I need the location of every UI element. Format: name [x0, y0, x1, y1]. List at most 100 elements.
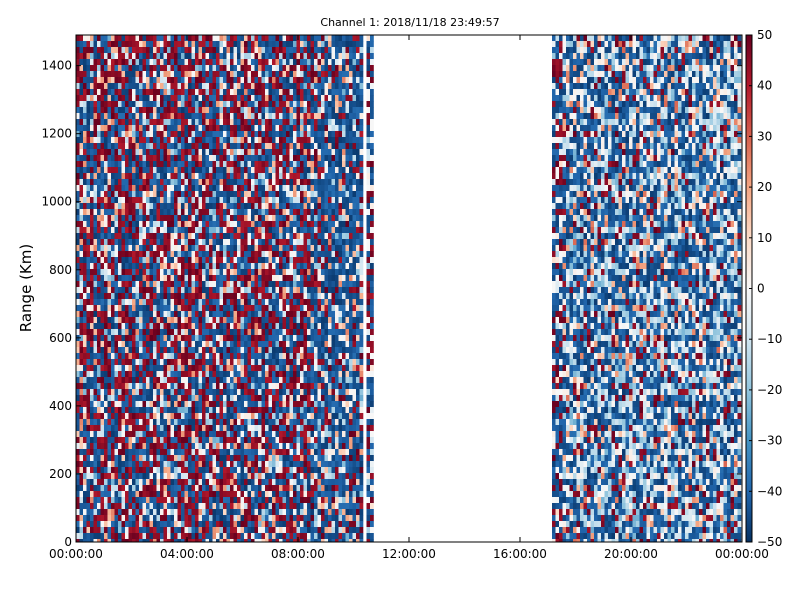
heatmap-cell — [142, 59, 147, 66]
heatmap-cell — [121, 161, 126, 168]
heatmap-cell — [118, 215, 122, 222]
heatmap-cell — [258, 521, 262, 528]
heatmap-cell — [100, 503, 105, 510]
heatmap-cell — [146, 533, 150, 540]
heatmap-cell — [104, 287, 108, 294]
heatmap-cell — [216, 341, 220, 348]
heatmap-cell — [107, 341, 112, 348]
heatmap-cell — [247, 437, 252, 444]
heatmap-cell — [156, 191, 161, 198]
heatmap-cell — [90, 287, 94, 294]
heatmap-cell — [163, 209, 168, 216]
heatmap-cell — [198, 269, 203, 276]
heatmap-cell — [114, 239, 119, 246]
heatmap-cell — [114, 353, 119, 360]
heatmap-cell — [251, 443, 255, 450]
heatmap-cell — [132, 431, 136, 438]
heatmap-cell — [132, 245, 136, 252]
heatmap-cell — [160, 467, 164, 474]
heatmap-cell — [83, 281, 87, 288]
heatmap-cell — [86, 317, 91, 324]
heatmap-cell — [233, 305, 238, 312]
heatmap-cell — [90, 527, 94, 534]
heatmap-cell — [240, 119, 245, 126]
heatmap-cell — [275, 59, 280, 66]
heatmap-cell — [237, 233, 241, 240]
heatmap-cell — [184, 383, 189, 390]
heatmap-cell — [128, 431, 133, 438]
heatmap-cell — [83, 473, 87, 480]
heatmap-cell — [240, 101, 245, 108]
heatmap-cell — [146, 77, 150, 84]
heatmap-cell — [121, 101, 126, 108]
heatmap-cell — [153, 131, 157, 138]
heatmap-cell — [212, 131, 217, 138]
heatmap-cell — [149, 485, 154, 492]
heatmap-cell — [226, 431, 231, 438]
heatmap-cell — [268, 197, 273, 204]
heatmap-cell — [240, 257, 245, 264]
heatmap-cell — [118, 221, 122, 228]
heatmap-cell — [209, 197, 213, 204]
heatmap-cell — [104, 353, 108, 360]
heatmap-cell — [111, 131, 115, 138]
heatmap-cell — [121, 467, 126, 474]
heatmap-cell — [163, 293, 168, 300]
heatmap-cell — [83, 35, 87, 42]
heatmap-cell — [114, 161, 119, 168]
heatmap-cell — [258, 251, 262, 258]
heatmap-cell — [163, 119, 168, 126]
heatmap-cell — [83, 467, 87, 474]
heatmap-cell — [97, 47, 101, 54]
heatmap-cell — [265, 407, 269, 414]
heatmap-cell — [83, 239, 87, 246]
heatmap-cell — [153, 239, 157, 246]
heatmap-cell — [146, 401, 150, 408]
heatmap-cell — [216, 491, 220, 498]
heatmap-cell — [149, 473, 154, 480]
heatmap-cell — [268, 527, 273, 534]
heatmap-cell — [167, 233, 171, 240]
heatmap-cell — [188, 65, 192, 72]
heatmap-cell — [128, 221, 133, 228]
heatmap-cell — [76, 341, 80, 348]
heatmap-cell — [223, 173, 227, 180]
heatmap-cell — [114, 341, 119, 348]
heatmap-cell — [177, 113, 182, 120]
heatmap-cell — [83, 533, 87, 540]
heatmap-cell — [279, 161, 283, 168]
heatmap-cell — [86, 401, 91, 408]
heatmap-cell — [191, 461, 196, 468]
heatmap-cell — [244, 539, 248, 542]
heatmap-cell — [272, 305, 276, 312]
heatmap-cell — [83, 521, 87, 528]
heatmap-cell — [191, 161, 196, 168]
heatmap-cell — [184, 107, 189, 114]
heatmap-cell — [230, 515, 234, 522]
heatmap-cell — [209, 161, 213, 168]
heatmap-cell — [219, 233, 224, 240]
heatmap-cell — [125, 137, 129, 144]
heatmap-cell — [188, 155, 192, 162]
heatmap-cell — [219, 539, 224, 542]
heatmap-cell — [268, 59, 273, 66]
heatmap-cell — [244, 347, 248, 354]
heatmap-cell — [240, 419, 245, 426]
heatmap-cell — [125, 527, 129, 534]
heatmap-cell — [167, 371, 171, 378]
heatmap-cell — [184, 35, 189, 42]
heatmap-cell — [181, 371, 185, 378]
heatmap-cell — [181, 41, 185, 48]
heatmap-cell — [209, 425, 213, 432]
heatmap-cell — [181, 179, 185, 186]
heatmap-cell — [212, 317, 217, 324]
heatmap-cell — [209, 47, 213, 54]
heatmap-cell — [104, 425, 108, 432]
heatmap-cell — [223, 395, 227, 402]
heatmap-cell — [247, 281, 252, 288]
heatmap-cell — [97, 125, 101, 132]
heatmap-cell — [184, 257, 189, 264]
heatmap-cell — [258, 485, 262, 492]
heatmap-cell — [174, 131, 178, 138]
heatmap-cell — [275, 515, 280, 522]
